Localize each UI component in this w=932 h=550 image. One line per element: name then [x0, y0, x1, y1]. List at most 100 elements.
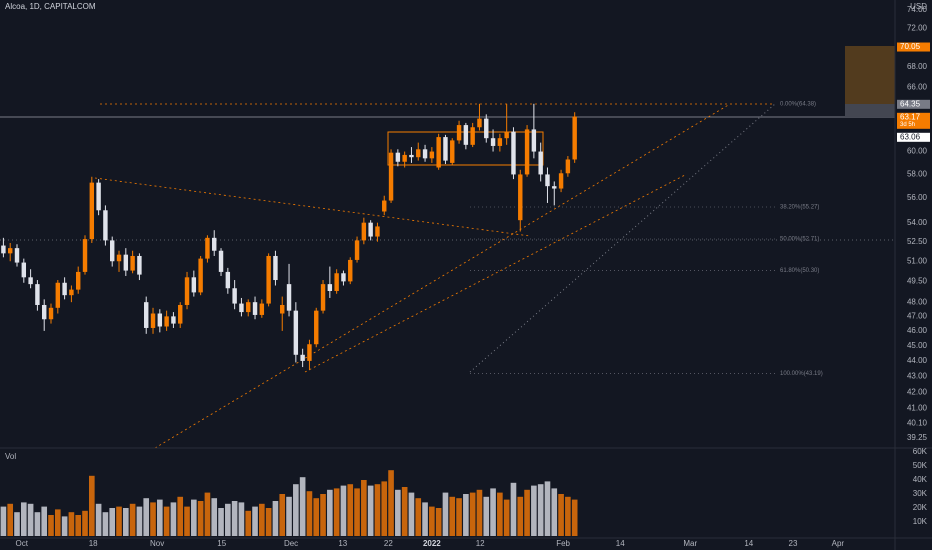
volume-tick-label: 30K	[913, 489, 928, 498]
trend-line	[304, 174, 686, 373]
candle-body	[334, 273, 339, 292]
x-tick-label: 13	[338, 539, 347, 548]
candle-body	[110, 240, 115, 262]
candle-body	[443, 137, 448, 161]
volume-bar	[218, 508, 224, 536]
price-label: 70.05	[900, 42, 921, 51]
candle-body	[225, 271, 231, 289]
volume-bar	[429, 506, 435, 536]
volume-bar	[95, 503, 102, 536]
volume-bar	[306, 491, 313, 536]
candle-body	[280, 304, 285, 314]
y-tick-label: 47.00	[907, 311, 928, 320]
candle-body	[150, 313, 156, 328]
price-label: 64.35	[900, 99, 921, 108]
candle-body	[157, 313, 163, 327]
x-tick-label: Feb	[556, 539, 570, 548]
x-tick-label: Oct	[16, 539, 29, 548]
volume-bar	[333, 488, 340, 536]
volume-bar	[456, 498, 462, 536]
candle-body	[429, 151, 435, 159]
volume-bar	[422, 502, 428, 536]
fib-label: 38.20%(55.27)	[780, 205, 819, 211]
candle-body	[314, 310, 319, 345]
volume-bar	[449, 496, 456, 536]
candle-body	[538, 151, 543, 175]
candle-body	[28, 277, 33, 285]
candle-body	[252, 302, 258, 315]
volume-bar	[0, 506, 7, 536]
volume-bar	[150, 502, 156, 536]
candle-body	[477, 118, 482, 128]
candle-body	[572, 116, 577, 160]
candle-body	[123, 254, 129, 271]
candle-body	[558, 173, 564, 189]
candle-body	[504, 131, 509, 139]
candle-body	[69, 289, 74, 296]
candle-body	[463, 125, 469, 145]
volume-bar	[170, 502, 177, 536]
candle-body	[293, 310, 299, 355]
candle-body	[320, 284, 326, 311]
volume-bar	[401, 487, 408, 536]
y-tick-label: 56.00	[907, 193, 928, 202]
volume-bar	[129, 503, 136, 536]
volume-tick-label: 40K	[913, 475, 928, 484]
candle-body	[327, 284, 333, 292]
volume-bar	[82, 510, 88, 536]
volume-bar	[252, 506, 258, 536]
candle-body	[55, 282, 61, 308]
volume-bar	[313, 498, 320, 536]
volume-bar	[286, 496, 292, 536]
candle-body	[41, 304, 47, 320]
candle-body	[62, 282, 67, 296]
x-tick-label: 14	[616, 539, 625, 548]
volume-bar	[483, 496, 490, 536]
volume-bar	[197, 501, 204, 536]
candle-body	[246, 302, 251, 313]
candle-body	[511, 131, 516, 175]
volume-bar	[54, 509, 61, 536]
volume-tick-label: 10K	[913, 517, 928, 526]
candle-body	[273, 255, 278, 281]
y-tick-label: 39.25	[907, 433, 928, 442]
price-label: 63.17	[900, 112, 921, 121]
fib-label: 100.00%(43.19)	[780, 371, 823, 377]
x-tick-label: 22	[384, 539, 393, 548]
volume-bar	[497, 492, 503, 536]
volume-bar	[571, 499, 578, 536]
volume-bar	[442, 492, 449, 536]
candle-body	[205, 237, 210, 259]
y-tick-label: 74.00	[907, 5, 928, 14]
volume-bar	[327, 489, 333, 536]
volume-bar	[184, 506, 190, 536]
volume-bar	[340, 485, 347, 536]
x-tick-label: 18	[89, 539, 98, 548]
y-tick-label: 58.00	[907, 170, 928, 179]
volume-bar	[354, 488, 360, 536]
candle-body	[484, 118, 489, 139]
price-label-bg	[897, 42, 930, 52]
fib-label: 0.00%(64.38)	[780, 102, 816, 108]
candle-body	[184, 277, 190, 305]
volume-tick-label: 60K	[913, 447, 928, 456]
candle-body	[524, 129, 530, 175]
y-tick-label: 66.00	[907, 82, 928, 91]
volume-bar	[143, 498, 150, 536]
price-label-bg	[897, 132, 930, 142]
volume-bar	[123, 508, 129, 536]
candle-body	[450, 140, 455, 163]
candle-body	[422, 149, 428, 159]
fib-label: 61.80%(50.30)	[780, 268, 819, 274]
y-tick-label: 42.00	[907, 387, 928, 396]
x-tick-label: 12	[476, 539, 485, 548]
candle-body	[361, 222, 367, 241]
y-tick-label: 72.00	[907, 24, 928, 33]
candle-body	[552, 186, 557, 189]
volume-bar	[259, 503, 265, 536]
y-tick-label: 48.00	[907, 297, 928, 306]
volume-bar	[531, 485, 537, 536]
volume-bar	[245, 510, 252, 536]
x-tick-label: 23	[789, 539, 798, 548]
